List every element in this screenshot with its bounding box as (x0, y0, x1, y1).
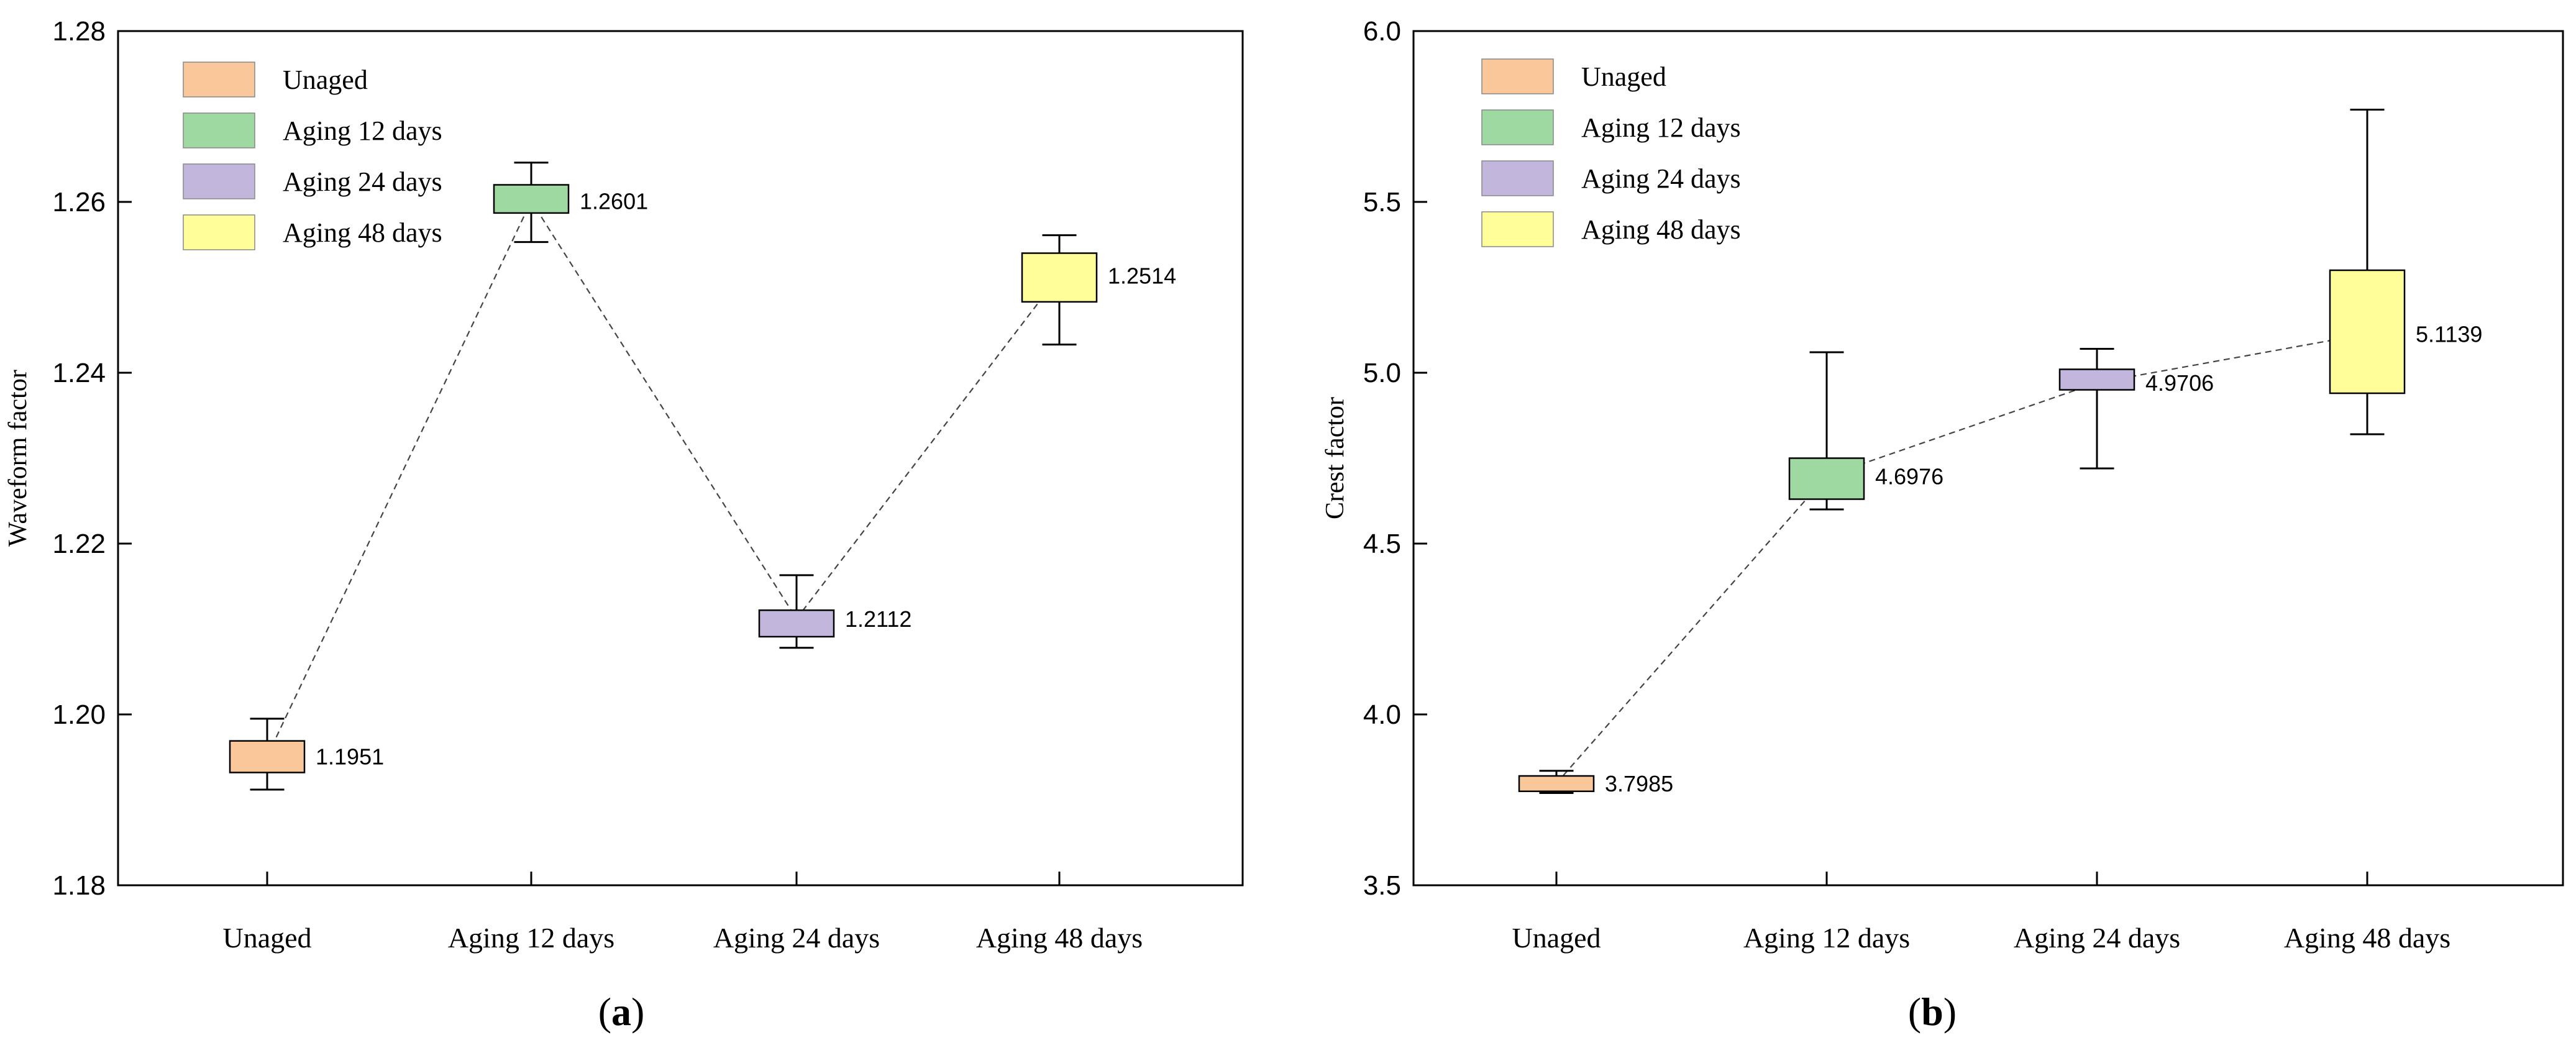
box-3: 1.2514 (1021, 234, 1176, 346)
plot-frame (1412, 30, 2564, 887)
x-tick-label: Aging 48 days (2284, 922, 2450, 954)
panel-label: (b) (1908, 990, 1957, 1034)
box-body (493, 184, 570, 214)
box-body (758, 609, 835, 638)
legend-swatch (1481, 160, 1554, 196)
chart-panel-a: 1.18 1.20 1.22 1.24 1.26 1.28 Unaged Aging 12 d… (4, 16, 1244, 1034)
mean-value-label: 1.2601 (580, 189, 648, 214)
box-1: 1.2601 (493, 162, 648, 244)
legend-label: Aging 12 days (1581, 112, 1741, 143)
legend-label: Unaged (1581, 62, 1666, 92)
legend-label: Aging 24 days (1581, 163, 1741, 194)
y-tick-label: 5.5 (1363, 187, 1401, 217)
x-tick-label: Unaged (222, 922, 311, 954)
y-tick-label: 4.0 (1363, 700, 1401, 730)
mean-value-label: 4.6976 (1875, 463, 1943, 489)
legend-label: Unaged (283, 65, 368, 95)
legend-swatch (1481, 58, 1554, 94)
x-tick-label: Aging 24 days (2014, 922, 2180, 954)
x-tick-label: Aging 24 days (713, 922, 880, 954)
y-tick-label: 1.18 (52, 870, 106, 901)
box-2: 1.2112 (758, 574, 911, 649)
x-tick-label: Aging 48 days (976, 922, 1143, 954)
legend-swatch (1481, 211, 1554, 247)
y-tick-label: 1.22 (52, 529, 106, 559)
y-tick-label: 1.24 (52, 358, 106, 388)
x-tick-label: Aging 12 days (1743, 922, 1910, 954)
legend: Unaged Aging 12 days Aging 24 days Aging 48… (183, 62, 442, 250)
box-3: 5.1139 (2329, 109, 2482, 435)
mean-value-label: 1.2112 (845, 606, 911, 632)
chart-panel-b: 3.5 4.0 4.5 5.0 5.5 6.0 Unaged Aging 12 days Agi… (1321, 16, 2564, 1034)
legend-swatch (183, 163, 255, 199)
legend-label: Aging 12 days (283, 116, 442, 146)
legend-label: Aging 48 days (1581, 214, 1741, 245)
legend-swatch (183, 112, 255, 148)
y-tick-label: 4.5 (1363, 529, 1401, 559)
mean-trend-line (267, 199, 1060, 757)
legend-label: Aging 48 days (283, 217, 442, 248)
mean-value-label: 1.1951 (316, 744, 384, 769)
legend: Unaged Aging 12 days Aging 24 days Aging 48… (1481, 58, 1741, 247)
legend-label: Aging 24 days (283, 166, 442, 197)
panel-label: (a) (598, 990, 645, 1034)
box-body (1021, 252, 1098, 303)
box-body (2058, 368, 2135, 391)
box-body (2329, 269, 2406, 394)
mean-value-label: 3.7985 (1605, 771, 1673, 796)
mean-value-label: 1.2514 (1108, 263, 1176, 288)
y-tick-label: 5.0 (1363, 358, 1401, 388)
mean-value-label: 4.9706 (2145, 370, 2214, 396)
legend-swatch (183, 62, 255, 98)
mean-value-label: 5.1139 (2416, 321, 2482, 347)
box-0: 1.1951 (229, 718, 384, 791)
box-body (1788, 457, 1865, 500)
y-tick-label: 3.5 (1363, 870, 1401, 901)
box-2: 4.9706 (2058, 348, 2214, 470)
mean-trend-line (1556, 333, 2368, 784)
y-tick-label: 1.20 (52, 700, 106, 730)
plot-frame (117, 30, 1244, 887)
y-tick-label: 6.0 (1363, 16, 1401, 47)
x-tick-label: Unaged (1512, 922, 1601, 954)
legend-swatch (183, 214, 255, 250)
box-1: 4.6976 (1788, 351, 1943, 511)
box-body (1518, 775, 1595, 792)
box-body (229, 740, 306, 773)
y-tick-label: 1.28 (52, 16, 106, 47)
box-0: 3.7985 (1518, 770, 1673, 796)
y-axis-title: Waveform factor (4, 370, 32, 547)
x-tick-label: Aging 12 days (448, 922, 614, 954)
y-tick-label: 1.26 (52, 187, 106, 217)
y-axis-title: Crest factor (1321, 397, 1350, 519)
legend-swatch (1481, 109, 1554, 145)
